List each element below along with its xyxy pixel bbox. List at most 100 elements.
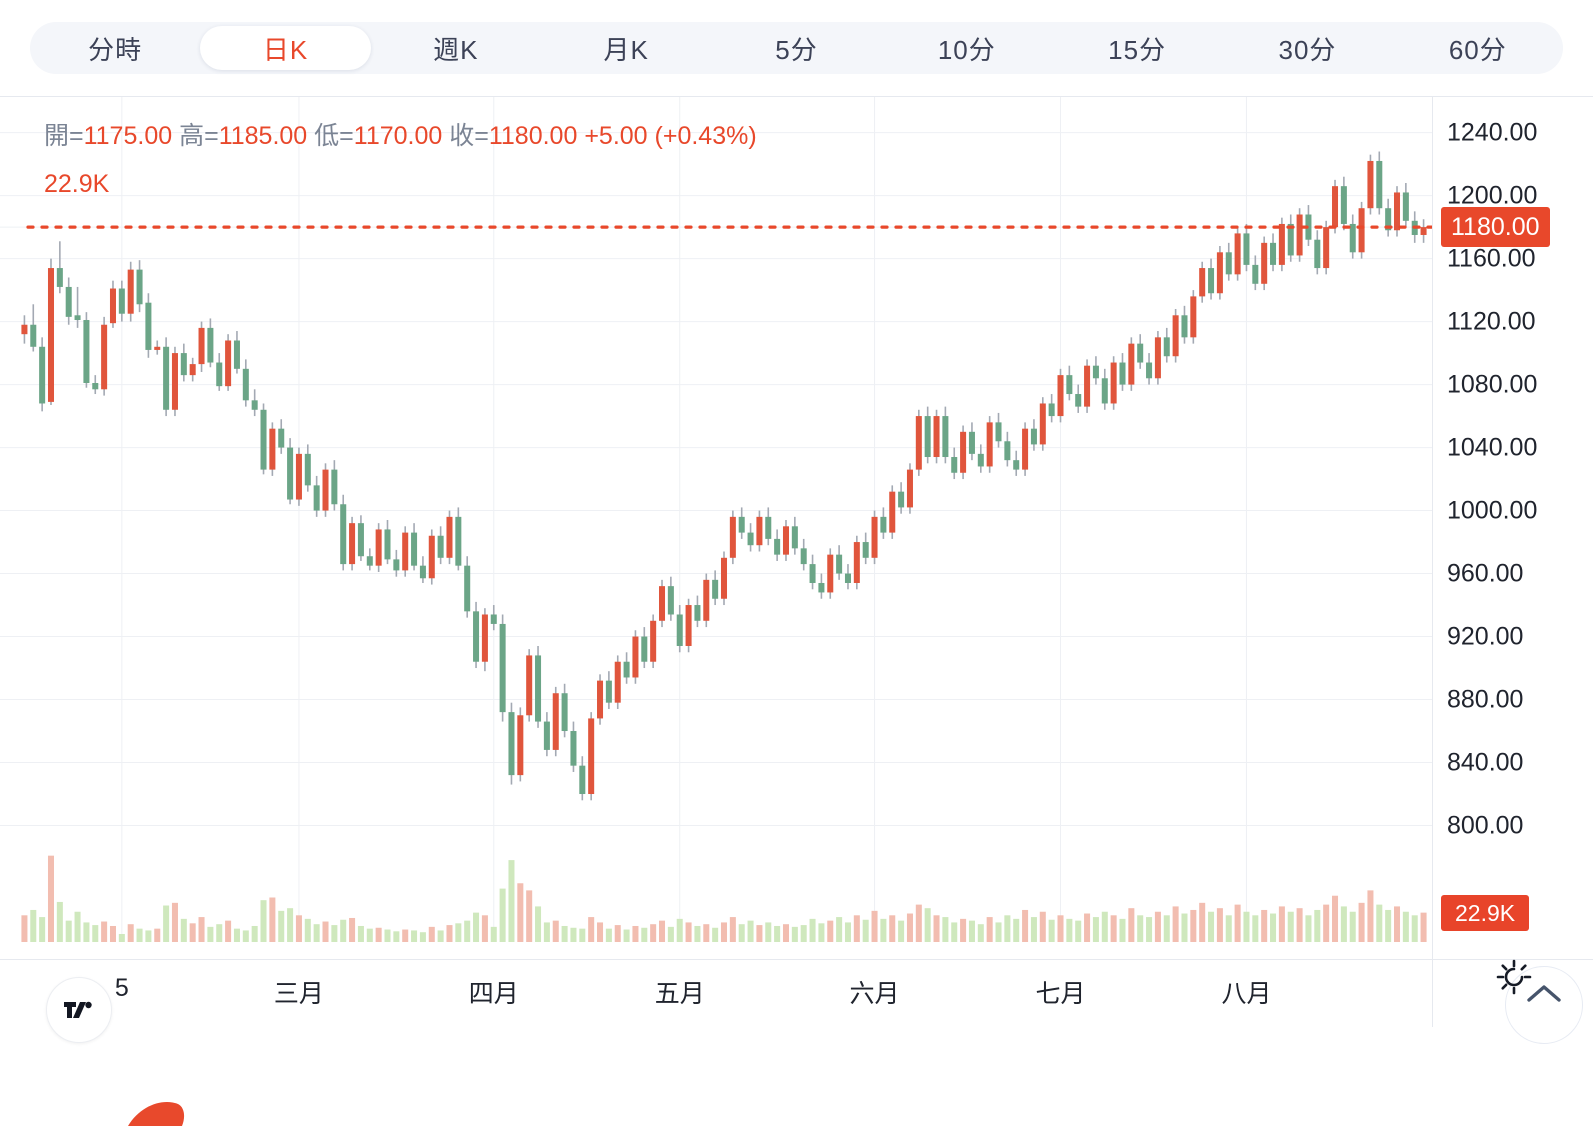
- volume-bar: [756, 925, 763, 942]
- candle-body: [499, 623, 506, 713]
- candle-body: [756, 516, 763, 546]
- volume-bar: [1004, 915, 1011, 942]
- volume-bar: [747, 920, 754, 942]
- volume-bar: [614, 925, 621, 942]
- candle-body: [924, 416, 931, 458]
- candle-body: [39, 346, 46, 404]
- tab-7[interactable]: 30分: [1222, 26, 1392, 70]
- candle-body: [1039, 403, 1046, 445]
- volume-bar: [74, 911, 81, 942]
- volume-bar: [287, 908, 294, 942]
- volume-bar: [419, 932, 426, 942]
- tab-0[interactable]: 分時: [30, 26, 200, 70]
- tab-4[interactable]: 5分: [711, 26, 881, 70]
- tab-1[interactable]: 日K: [200, 26, 371, 70]
- tab-8[interactable]: 60分: [1393, 26, 1563, 70]
- axis-corner-divider: [1432, 960, 1433, 1027]
- tab-label: 週K: [433, 34, 479, 65]
- volume-bar: [543, 922, 550, 942]
- volume-bar: [809, 918, 816, 942]
- candle-body: [1225, 252, 1232, 275]
- grid-lines: [0, 97, 1432, 942]
- volume-bar: [1057, 915, 1064, 942]
- candle-body: [1030, 428, 1037, 445]
- candle-body: [508, 712, 515, 776]
- volume-bar: [366, 928, 373, 942]
- time-tick-label: 五月: [654, 980, 705, 1008]
- volume-bar: [765, 922, 772, 942]
- volume-bar: [1208, 911, 1215, 942]
- tab-3[interactable]: 月K: [541, 26, 711, 70]
- tradingview-logo[interactable]: [46, 977, 112, 1043]
- volume-bar: [1340, 906, 1347, 942]
- volume-bar: [340, 919, 347, 942]
- theme-toggle-button[interactable]: [1492, 955, 1536, 999]
- volume-bar: [1181, 913, 1188, 942]
- volume-bar: [729, 917, 736, 942]
- current-price-tag: 1180.00: [1441, 207, 1550, 248]
- candle-body: [1332, 186, 1339, 228]
- candle-body: [889, 491, 896, 533]
- chart-plot-area[interactable]: [0, 97, 1432, 959]
- candle-body: [1110, 362, 1117, 404]
- time-axis[interactable]: 5 三月 四月 五月 六月 七月 八月: [0, 959, 1593, 1027]
- price-tick-label: 840.00: [1447, 748, 1524, 777]
- tab-5[interactable]: 10分: [882, 26, 1052, 70]
- volume-bar: [552, 920, 559, 942]
- volume-bar: [712, 927, 719, 942]
- volume-bar: [650, 924, 657, 942]
- candle-body: [720, 557, 728, 599]
- volume-bar: [1367, 890, 1374, 942]
- volume-bar: [375, 927, 382, 942]
- price-axis[interactable]: 1240.00 1200.00 1180.00 1160.00 1120.00 1080.…: [1432, 97, 1593, 959]
- candle-body: [145, 302, 152, 350]
- volume-bar: [1146, 917, 1153, 942]
- volume-bar: [30, 909, 37, 942]
- candle-body: [1119, 362, 1126, 385]
- price-tick-label: 1160.00: [1447, 244, 1536, 273]
- candle-body: [189, 364, 196, 376]
- volume-bar: [225, 920, 232, 942]
- candle-body: [729, 516, 736, 558]
- candle-body: [481, 614, 488, 662]
- tab-2[interactable]: 週K: [371, 26, 541, 70]
- volume-bar: [278, 910, 285, 942]
- volume-bar: [774, 925, 781, 942]
- tab-6[interactable]: 15分: [1052, 26, 1222, 70]
- volume-bar: [853, 915, 860, 942]
- volume-bar: [384, 929, 391, 942]
- volume-bar: [1393, 906, 1401, 942]
- candle-body: [738, 516, 745, 533]
- candle-body: [1057, 375, 1064, 417]
- volume-bar: [800, 925, 807, 942]
- tradingview-icon: [64, 1001, 92, 1018]
- candle-body: [774, 538, 781, 555]
- volume-bar: [127, 924, 134, 942]
- candle-body: [632, 636, 639, 678]
- volume-bar: [490, 926, 497, 942]
- candle-body: [375, 529, 382, 566]
- candle-body: [295, 453, 302, 500]
- volume-bar: [260, 900, 267, 942]
- candle-body: [1066, 375, 1073, 395]
- volume-bar: [1030, 917, 1037, 942]
- volume-bar: [632, 925, 639, 942]
- candle-body: [694, 605, 701, 621]
- candle-body: [906, 469, 913, 508]
- volume-bar: [1225, 915, 1232, 942]
- candle-body: [1234, 233, 1241, 275]
- volume-bar: [1048, 919, 1055, 942]
- candle-body: [579, 765, 586, 795]
- price-tick-label: 1000.00: [1447, 496, 1538, 525]
- volume-bar: [1119, 918, 1126, 942]
- volume-bar: [968, 920, 975, 942]
- tab-label: 30分: [1278, 34, 1337, 65]
- candle-body: [570, 731, 577, 766]
- candle-body: [800, 548, 807, 565]
- volume-bar: [1101, 911, 1108, 942]
- candle-body: [127, 269, 134, 314]
- volume-bar: [198, 917, 205, 942]
- period-tabbar: 分時 日K 週K 月K 5分 10分 15分 30分 60分: [0, 0, 1593, 96]
- candle-body: [65, 286, 72, 317]
- candle-body: [659, 586, 666, 621]
